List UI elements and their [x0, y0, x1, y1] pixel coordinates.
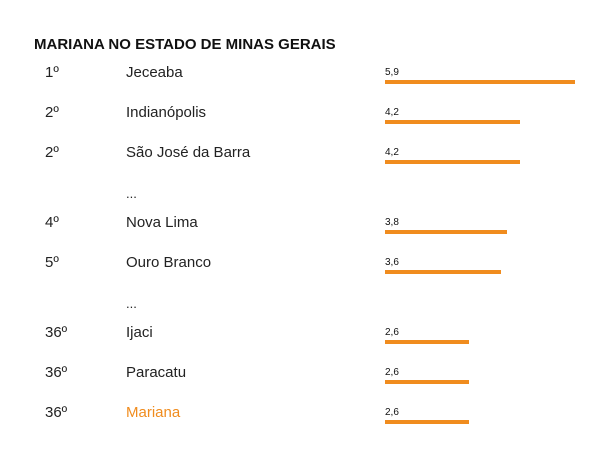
ranking-row: 4º Nova Lima 3,8 [0, 214, 590, 254]
city-name-label: Jeceaba [126, 64, 183, 81]
ellipsis-separator: ... [126, 186, 137, 201]
bar-value-label: 3,6 [385, 257, 399, 268]
bar-value-label: 2,6 [385, 407, 399, 418]
bar [385, 120, 520, 124]
ranking-row: 36º Ijaci 2,6 [0, 324, 590, 364]
city-name-label: Mariana [126, 404, 181, 421]
rank-label: 2º [45, 144, 59, 161]
city-name-label: São José da Barra [126, 144, 251, 161]
bar [385, 270, 501, 274]
bar-value-label: 2,6 [385, 327, 399, 338]
rank-label: 36º [45, 324, 68, 341]
bar [385, 420, 469, 424]
bar [385, 340, 469, 344]
city-name-label: Indianópolis [126, 104, 207, 121]
bar [385, 80, 575, 84]
bar [385, 160, 520, 164]
bar-value-label: 2,6 [385, 367, 399, 378]
city-name-label: Paracatu [126, 364, 187, 381]
ranking-row: 36º Mariana 2,6 [0, 404, 590, 444]
ranking-row: 2º São José da Barra 4,2 [0, 144, 590, 184]
ranking-row: 5º Ouro Branco 3,6 [0, 254, 590, 294]
city-name-label: Ouro Branco [126, 254, 212, 271]
chart-title: MARIANA NO ESTADO DE MINAS GERAIS [34, 36, 336, 53]
rank-label: 4º [45, 214, 59, 231]
ranking-row: 1º Jeceaba 5,9 [0, 64, 590, 104]
rank-label: 1º [45, 64, 59, 81]
rank-label: 36º [45, 404, 68, 421]
city-name-label: Ijaci [126, 324, 153, 341]
bar-value-label: 3,8 [385, 217, 399, 228]
city-name-label: Nova Lima [126, 214, 198, 231]
rank-label: 5º [45, 254, 59, 271]
rank-label: 36º [45, 364, 68, 381]
ellipsis-separator: ... [126, 296, 137, 311]
bar-value-label: 4,2 [385, 107, 399, 118]
bar [385, 380, 469, 384]
ranking-row: 2º Indianópolis 4,2 [0, 104, 590, 144]
rank-label: 2º [45, 104, 59, 121]
ranking-row: 36º Paracatu 2,6 [0, 364, 590, 404]
bar [385, 230, 507, 234]
bar-value-label: 4,2 [385, 147, 399, 158]
bar-value-label: 5,9 [385, 67, 399, 78]
